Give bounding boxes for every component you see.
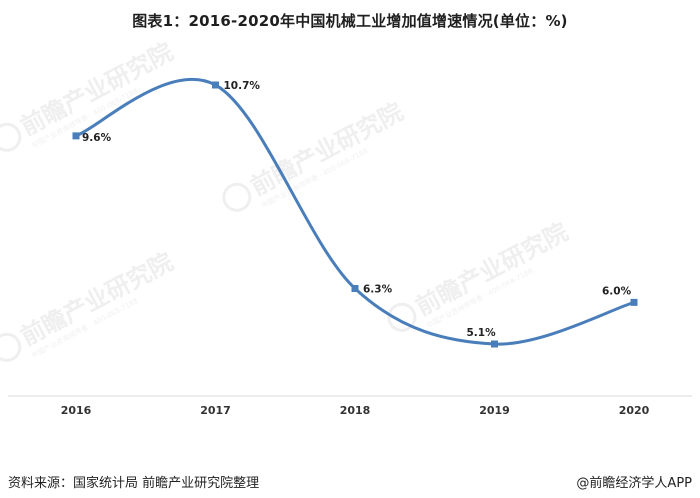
data-point-2019 [491,340,498,348]
watermark-text: 前瞻产业研究院 [16,248,177,352]
series-line [74,77,636,346]
x-tick-2020: 2020 [619,404,650,417]
data-label-2020: 6.0% [602,285,632,297]
marker-layer [72,81,638,348]
data-label-2019: 5.1% [467,327,497,339]
source-note: 资料来源：国家统计局 前瞻产业研究院整理 [8,476,260,491]
chart-title: 图表1：2016-2020年中国机械工业增加值增速情况(单位：%) [132,12,568,30]
x-tick-2017: 2017 [200,404,231,417]
data-point-2017 [212,81,219,89]
x-tick-layer: 2016 2017 2018 2019 2020 [61,404,650,417]
data-point-2018 [351,285,359,292]
x-tick-2019: 2019 [479,404,510,417]
data-point-2016 [72,132,80,140]
data-label-2018: 6.3% [363,284,393,296]
data-label-2017: 10.7% [224,80,261,92]
data-label-2016: 9.6% [82,132,112,144]
x-tick-2016: 2016 [61,404,92,417]
data-point-2020 [630,298,638,306]
x-tick-2018: 2018 [340,404,371,417]
watermark-text: 前瞻产业研究院 [246,98,407,202]
watermark-text: 前瞻产业研究院 [411,218,572,322]
brand-credit: @前瞻经济学人APP [576,476,692,491]
data-label-layer: 9.6% 10.7% 6.3% 5.1% 6.0% [82,80,632,339]
